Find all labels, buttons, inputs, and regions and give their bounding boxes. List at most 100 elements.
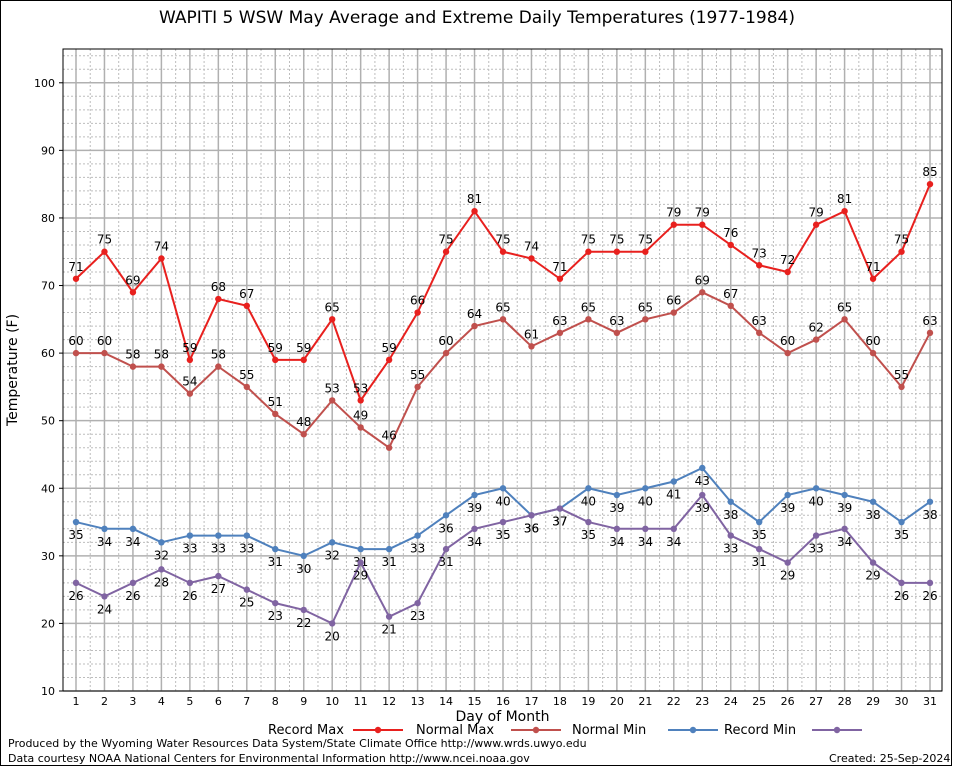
legend-label: Record Min [724,723,796,738]
data-point [158,363,165,370]
data-label: 40 [495,494,510,508]
data-label: 39 [837,501,852,515]
data-label: 60 [865,334,880,348]
data-label: 26 [125,589,140,603]
data-point [329,397,336,404]
data-point [215,532,222,539]
data-point [642,525,649,533]
y-tick-label: 70 [41,280,55,293]
data-point [613,525,621,533]
data-point [585,316,592,323]
y-tick-label: 10 [41,685,55,698]
data-label: 27 [211,582,226,596]
data-label: 36 [438,521,453,535]
data-label: 72 [780,253,795,267]
data-label: 34 [837,535,852,549]
data-label: 58 [211,348,226,362]
data-label: 65 [325,300,340,314]
data-label: 26 [68,589,83,603]
data-point [442,512,450,519]
data-label: 60 [97,334,112,348]
data-point [442,349,450,357]
data-point [841,207,848,215]
data-label: 36 [524,521,539,535]
data-point [585,248,592,255]
data-label: 40 [581,494,596,508]
data-point [243,586,250,593]
data-point [300,356,307,364]
data-label: 85 [922,165,937,179]
data-point [869,498,877,505]
data-label: 67 [239,287,254,301]
data-point [158,539,165,546]
data-point [129,289,137,296]
data-point [243,302,250,309]
x-axis-label: Day of Month [456,709,550,725]
data-label: 26 [894,589,909,603]
data-label: 31 [752,555,767,569]
data-label: 29 [353,569,368,583]
data-label: 33 [723,542,738,556]
data-label: 71 [68,260,83,274]
data-point [727,532,734,539]
data-label: 69 [695,273,710,287]
data-label: 81 [467,192,482,206]
data-point [471,525,478,533]
data-point [898,518,905,526]
data-label: 26 [182,589,197,603]
data-label: 65 [495,300,510,314]
data-label: 24 [97,602,112,616]
data-label: 34 [467,535,482,549]
data-point [215,572,222,580]
data-label: 60 [438,334,453,348]
x-tick-label: 12 [382,695,396,708]
footer-produced-by: Produced by the Wyoming Water Resources … [8,737,587,750]
data-label: 55 [894,368,909,382]
x-tick-label: 3 [129,695,136,708]
data-point [357,559,364,566]
legend-marker [689,726,697,734]
data-label: 29 [865,569,880,583]
data-point [186,390,194,397]
y-tick-label: 40 [41,482,55,495]
y-tick-label: 80 [41,212,55,225]
data-point [101,248,108,255]
data-point [385,613,393,620]
data-point [642,248,649,255]
data-point [471,207,478,215]
data-label: 40 [808,494,823,508]
y-tick-label: 90 [41,144,55,157]
x-tick-label: 1 [73,695,80,708]
data-label: 67 [723,287,738,301]
data-point [784,349,791,357]
data-point [101,525,108,533]
x-tick-label: 5 [186,695,193,708]
data-point [442,248,450,255]
data-point [556,275,564,282]
data-label: 34 [666,535,681,549]
x-tick-label: 25 [752,695,766,708]
data-point [158,566,165,573]
data-label: 69 [125,273,140,287]
data-point [642,485,649,492]
data-label: 55 [239,368,254,382]
data-point [812,485,820,492]
data-point [414,599,421,607]
x-tick-label: 21 [638,695,652,708]
data-label: 40 [638,494,653,508]
data-label: 35 [68,528,83,542]
x-tick-label: 6 [215,695,222,708]
x-tick-label: 9 [300,695,307,708]
legend-marker [833,726,841,734]
data-label: 75 [581,233,596,247]
data-label: 79 [666,206,681,220]
data-label: 38 [865,508,880,522]
data-label: 59 [182,341,197,355]
data-point [243,532,250,539]
data-label: 75 [495,233,510,247]
data-point [699,491,706,499]
data-label: 66 [666,294,681,308]
data-label: 61 [524,327,539,341]
